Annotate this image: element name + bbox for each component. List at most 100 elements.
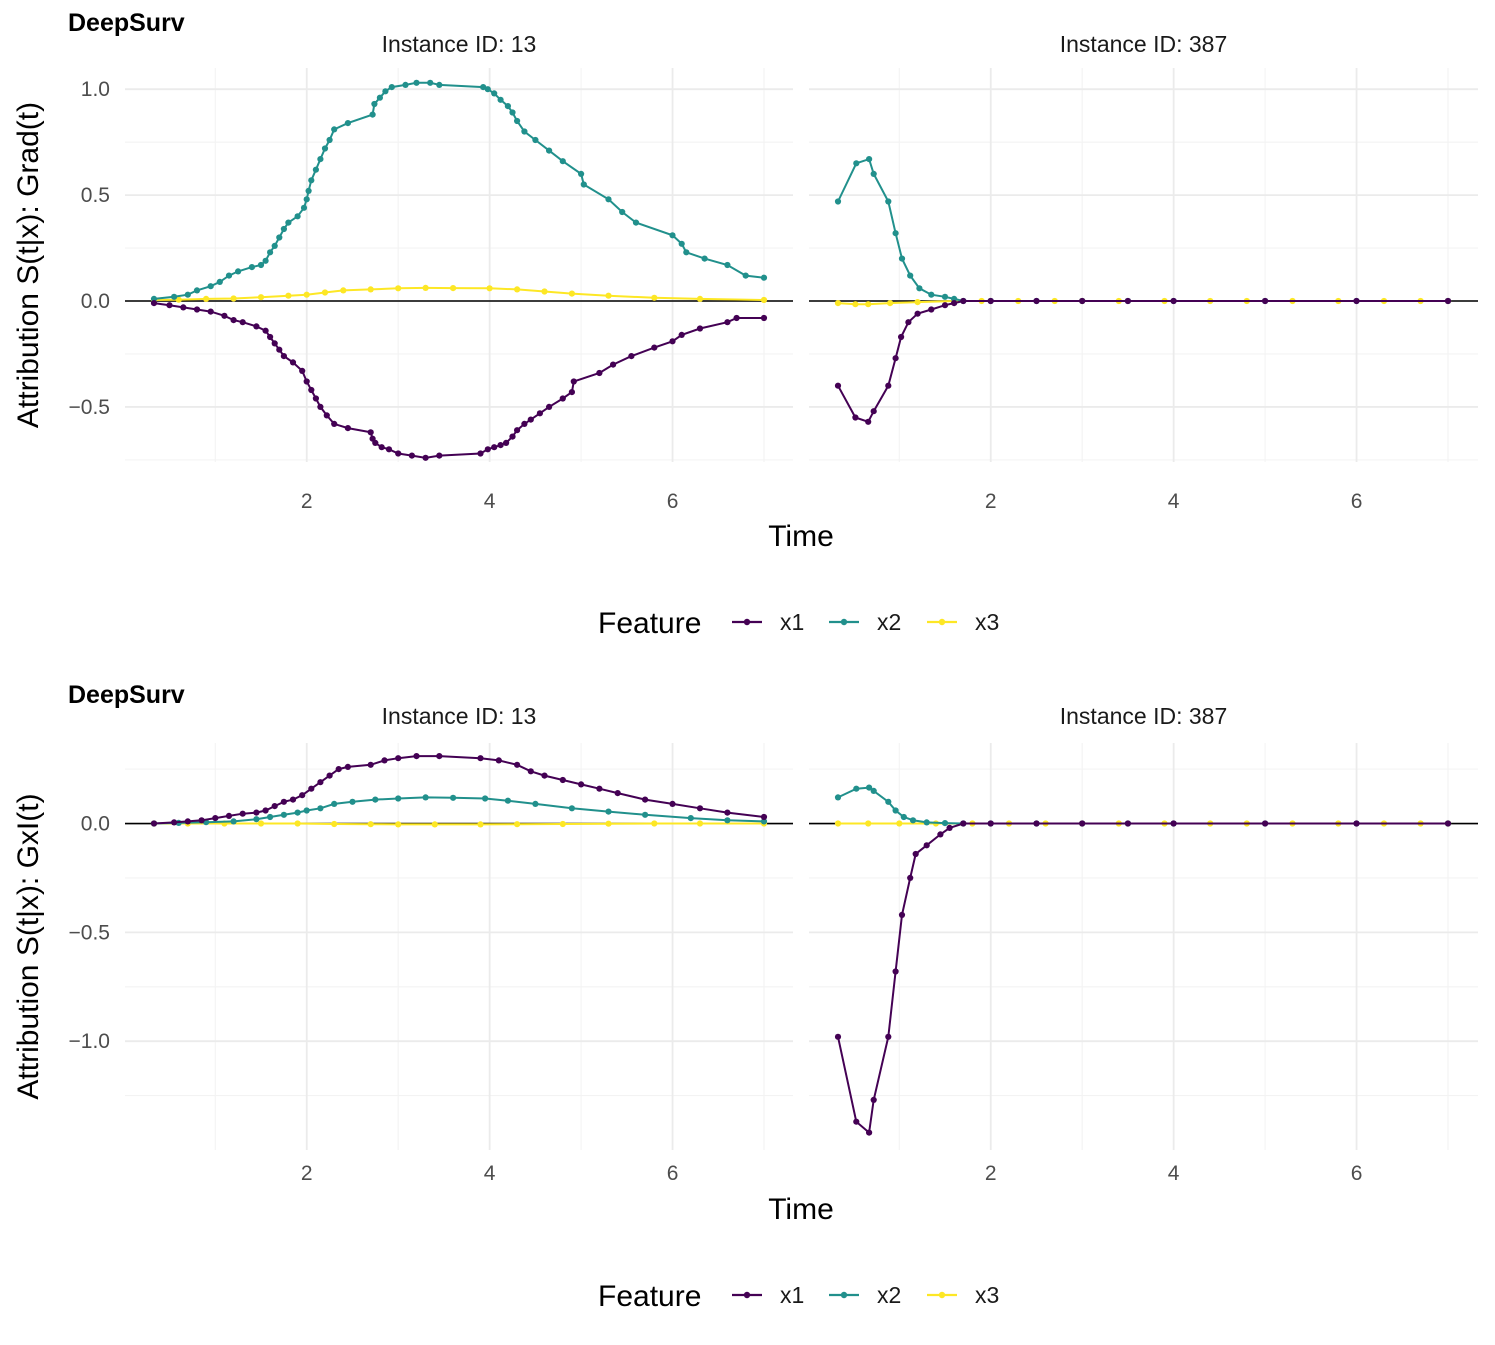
data-point-x1 xyxy=(299,367,306,374)
data-point-x2 xyxy=(317,156,324,163)
data-point-x3 xyxy=(395,821,402,828)
data-point-x2 xyxy=(578,170,585,177)
data-point-x2 xyxy=(605,196,612,203)
data-point-x3 xyxy=(367,286,374,293)
data-point-x2 xyxy=(344,120,351,127)
data-point-x1 xyxy=(527,768,534,775)
data-point-x2 xyxy=(369,111,376,118)
data-point-x1 xyxy=(669,338,676,345)
x-tick-label: 4 xyxy=(1168,1162,1180,1185)
data-point-x1 xyxy=(331,420,338,427)
data-point-x3 xyxy=(450,285,457,292)
data-point-x1 xyxy=(193,306,201,313)
data-point-x2 xyxy=(853,160,860,167)
y-tick-label: 0.0 xyxy=(81,290,110,313)
data-point-x1 xyxy=(184,818,191,825)
data-point-x2 xyxy=(326,136,333,144)
data-point-x2 xyxy=(436,81,443,88)
legend-key-point-x3 xyxy=(938,1291,946,1299)
data-point-x1 xyxy=(1262,297,1269,305)
y-tick-label: 0.0 xyxy=(81,813,110,836)
data-point-x1 xyxy=(760,314,768,322)
data-point-x2 xyxy=(605,808,612,815)
data-point-x3 xyxy=(203,295,210,302)
data-point-x3 xyxy=(568,290,576,297)
data-point-x1 xyxy=(253,323,260,330)
data-point-x1 xyxy=(928,306,935,313)
y-axis-title: Attribution S(t|x): GxI(t) xyxy=(12,793,45,1099)
data-point-x2 xyxy=(276,234,283,241)
data-point-x2 xyxy=(280,225,287,233)
data-point-x1 xyxy=(436,753,443,760)
y-tick-label: −0.5 xyxy=(69,396,110,419)
legend-title: Feature xyxy=(598,607,701,640)
data-point-x1 xyxy=(267,333,274,341)
data-point-x3 xyxy=(514,821,521,828)
data-point-x3 xyxy=(914,299,921,306)
data-point-x1 xyxy=(559,395,566,402)
data-point-x1 xyxy=(477,755,484,762)
data-point-x3 xyxy=(605,292,612,299)
facet-panel-2: Instance ID: 387 2 4 6 xyxy=(809,703,1478,1185)
data-point-x1 xyxy=(596,785,603,792)
data-point-x1 xyxy=(326,772,333,779)
data-point-x3 xyxy=(834,820,842,827)
data-point-x1 xyxy=(514,761,521,768)
data-point-x2 xyxy=(669,232,676,239)
data-point-x1 xyxy=(760,813,768,821)
data-point-x1 xyxy=(289,359,297,366)
data-point-x2 xyxy=(521,128,528,135)
data-point-x3 xyxy=(514,286,521,293)
data-point-x1 xyxy=(946,824,953,832)
data-point-x1 xyxy=(317,403,324,410)
data-point-x2 xyxy=(580,181,587,188)
x-tick-label: 6 xyxy=(1351,1162,1363,1185)
data-point-x1 xyxy=(262,327,269,334)
data-point-x2 xyxy=(413,79,420,86)
data-point-x1 xyxy=(308,785,315,792)
chart-title: DeepSurv xyxy=(68,681,185,709)
data-point-x2 xyxy=(216,278,223,285)
data-point-x2 xyxy=(916,285,923,292)
data-point-x1 xyxy=(596,369,603,377)
data-point-x1 xyxy=(853,1118,860,1125)
data-point-x2 xyxy=(866,156,873,163)
data-point-x3 xyxy=(285,292,292,299)
data-point-x1 xyxy=(280,353,287,360)
data-point-x2 xyxy=(382,88,389,95)
legend-label-x1: x1 xyxy=(780,609,804,635)
data-point-x1 xyxy=(180,304,187,311)
data-point-x2 xyxy=(388,84,395,91)
data-point-x1 xyxy=(885,382,892,389)
data-point-x1 xyxy=(527,416,534,423)
facet-strip-label: Instance ID: 387 xyxy=(1060,31,1228,57)
data-point-x1 xyxy=(497,442,504,449)
data-point-x2 xyxy=(193,287,201,294)
data-point-x2 xyxy=(892,807,899,814)
data-point-x1 xyxy=(372,439,379,446)
facet-strip-label: Instance ID: 387 xyxy=(1060,703,1228,729)
data-point-x2 xyxy=(742,272,749,279)
data-point-x1 xyxy=(733,314,740,322)
data-point-x2 xyxy=(724,817,731,824)
data-point-x1 xyxy=(941,302,949,309)
data-point-x1 xyxy=(1079,297,1086,305)
data-point-x3 xyxy=(257,294,265,301)
data-point-x1 xyxy=(408,452,415,459)
data-point-x1 xyxy=(923,842,930,849)
legend-key-point-x2 xyxy=(840,618,848,626)
data-point-x2 xyxy=(303,196,310,203)
data-point-x2 xyxy=(866,784,873,791)
data-point-x1 xyxy=(834,1033,842,1040)
data-point-x1 xyxy=(1353,297,1360,305)
data-point-x1 xyxy=(1033,820,1040,827)
y-axis-title: Attribution S(t|x): Grad(t) xyxy=(12,102,45,428)
data-point-x2 xyxy=(923,819,930,826)
data-point-x1 xyxy=(150,820,158,827)
data-point-x2 xyxy=(371,100,378,108)
x-tick-label: 2 xyxy=(301,1162,313,1185)
data-point-x2 xyxy=(941,293,949,300)
data-point-x3 xyxy=(331,820,338,828)
data-point-x2 xyxy=(834,794,842,801)
